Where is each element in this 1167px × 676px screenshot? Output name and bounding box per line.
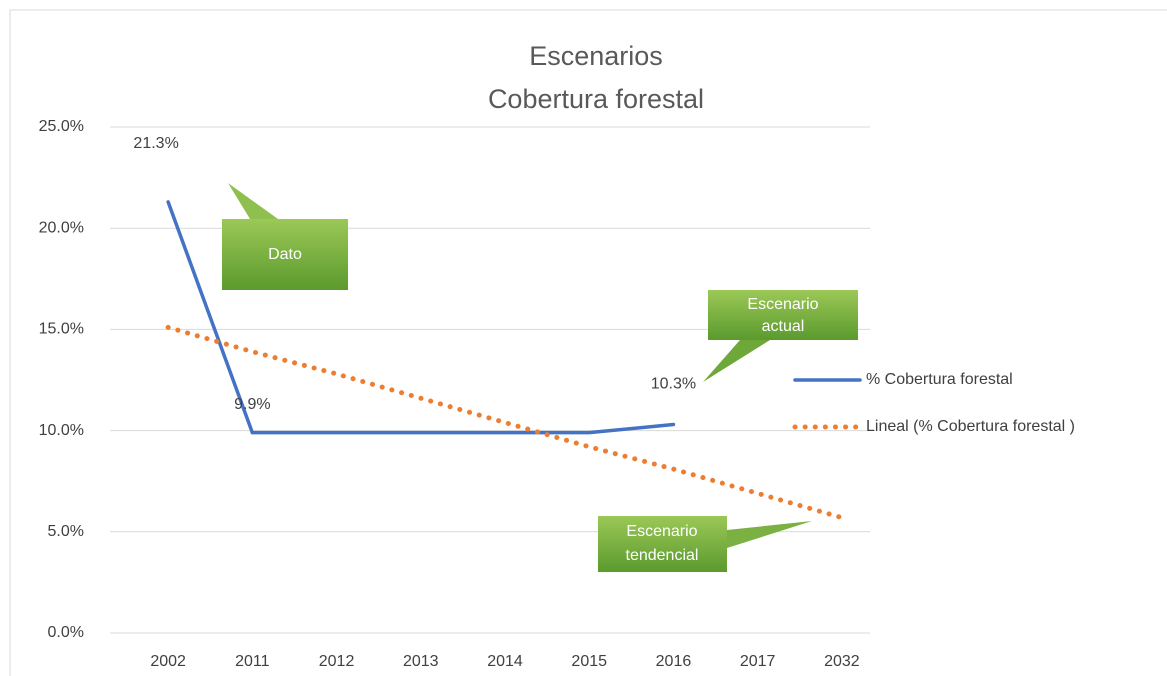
callout-text: actual (762, 318, 805, 335)
data-label: 10.3% (651, 376, 696, 393)
series-line (166, 200, 676, 435)
y-tick-label: 5.0% (48, 523, 84, 540)
x-tick-label: 2002 (150, 653, 186, 670)
chart-frame (9, 9, 1167, 676)
x-tick-label: 2013 (403, 653, 439, 670)
x-tick-label: 2014 (487, 653, 523, 670)
x-tick-label: 2032 (824, 653, 860, 670)
chart-title: Escenarios (529, 41, 663, 71)
y-tick-label: 25.0% (39, 118, 84, 135)
callout-text: tendencial (626, 547, 699, 564)
callout-text: Escenario (626, 523, 697, 540)
y-tick-label: 10.0% (39, 422, 84, 439)
data-label: 9.9% (234, 396, 270, 413)
y-tick-label: 15.0% (39, 321, 84, 338)
x-tick-label: 2017 (740, 653, 776, 670)
callout: Dato (222, 183, 348, 290)
callout: Escenario tendencial (598, 516, 812, 572)
legend-label: % Cobertura forestal (866, 371, 1013, 388)
x-tick-label: 2015 (571, 653, 607, 670)
x-tick-label: 2011 (235, 653, 270, 670)
x-tick-label: 2016 (656, 653, 692, 670)
callout-box (598, 516, 727, 572)
callout-pointer (727, 521, 812, 548)
x-tick-label: 2012 (319, 653, 355, 670)
legend-label: Lineal (% Cobertura forestal ) (866, 418, 1075, 435)
y-tick-label: 20.0% (39, 219, 84, 236)
callout-box (708, 290, 858, 340)
callout: Escenario actual (703, 290, 858, 382)
callout-pointer (703, 340, 770, 382)
y-tick-label: 0.0% (48, 624, 84, 641)
callout-pointer (228, 183, 278, 219)
callout-text: Escenario (747, 296, 818, 313)
chart-title: Cobertura forestal (488, 84, 704, 114)
data-label: 21.3% (133, 135, 178, 152)
callout-box (222, 219, 348, 290)
callout-text: Dato (268, 246, 302, 263)
